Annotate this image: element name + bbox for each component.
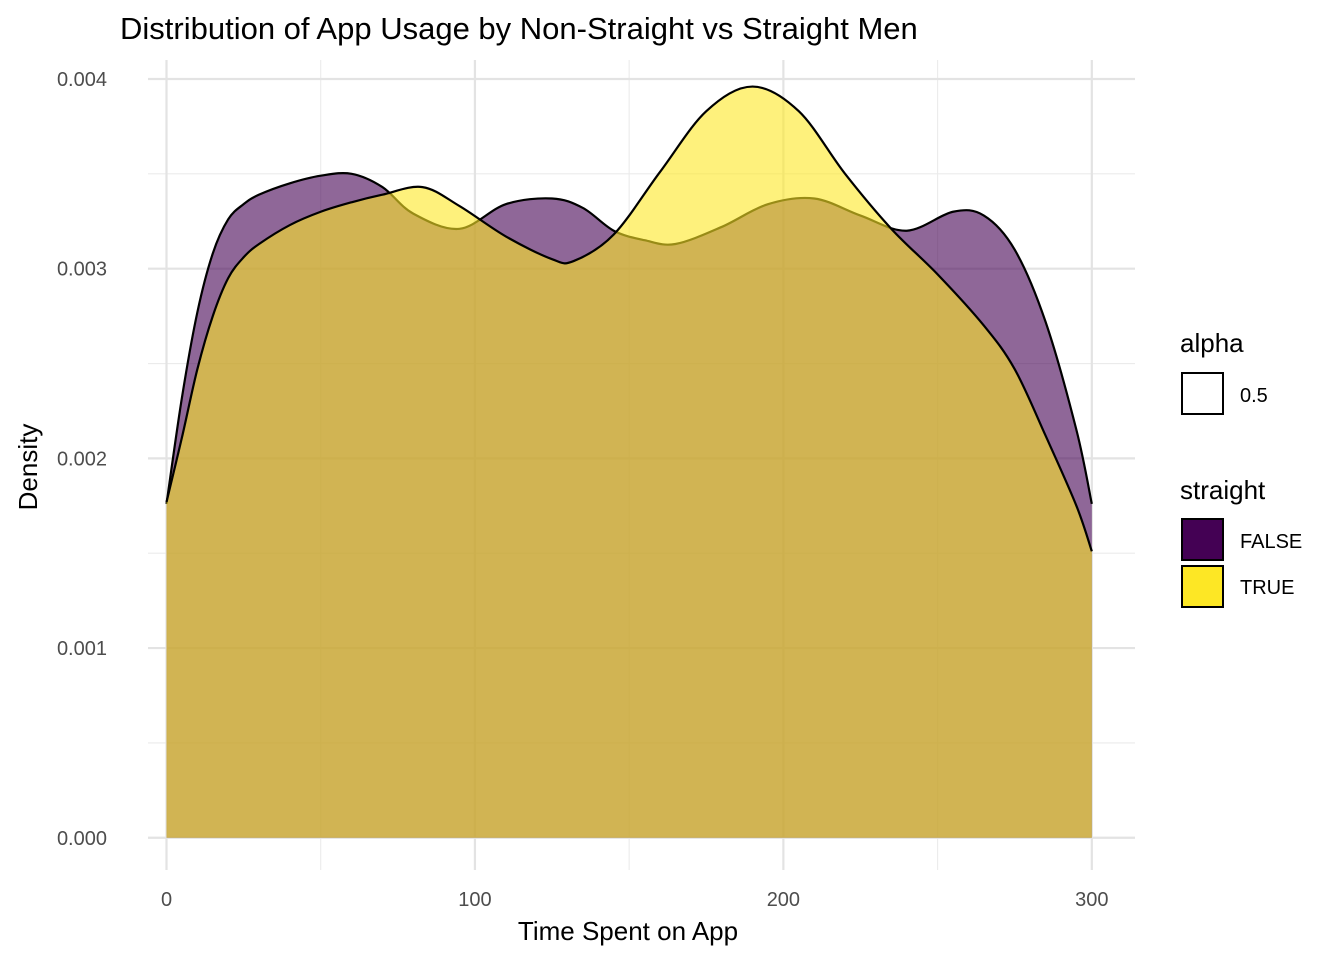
legend-straight-title: straight [1180, 475, 1266, 505]
legend-key-false [1181, 518, 1224, 561]
legend-alpha-title: alpha [1180, 328, 1244, 358]
y-tick-label: 0.002 [57, 448, 107, 470]
x-tick-label: 100 [458, 889, 491, 911]
legend-alpha-label: 0.5 [1240, 385, 1268, 407]
density-line-true [165, 85, 1093, 552]
y-tick-label: 0.001 [57, 638, 107, 660]
density-line-false [165, 171, 1093, 505]
legend-key-true [1181, 565, 1224, 608]
axis-tick-labels: 0 100 200 300 0.000 0.001 0.002 0.003 0.004 [57, 69, 1109, 911]
x-axis-label: Time Spent on App [518, 916, 738, 946]
legend: alpha 0.5 straight FALSE TRUE [1180, 328, 1302, 608]
y-axis-label: Density [13, 424, 43, 511]
y-tick-label: 0.000 [57, 828, 107, 850]
chart-title: Distribution of App Usage by Non-Straigh… [120, 11, 918, 46]
legend-label-true: TRUE [1240, 577, 1294, 599]
density-area-true [166, 86, 1092, 838]
legend-alpha-key [1181, 372, 1224, 415]
y-tick-label: 0.004 [57, 69, 107, 91]
x-tick-label: 0 [161, 889, 172, 911]
x-tick-label: 200 [767, 889, 800, 911]
x-tick-label: 300 [1075, 889, 1108, 911]
density-areas [165, 85, 1093, 838]
y-tick-label: 0.003 [57, 259, 107, 281]
legend-label-false: FALSE [1240, 531, 1302, 553]
